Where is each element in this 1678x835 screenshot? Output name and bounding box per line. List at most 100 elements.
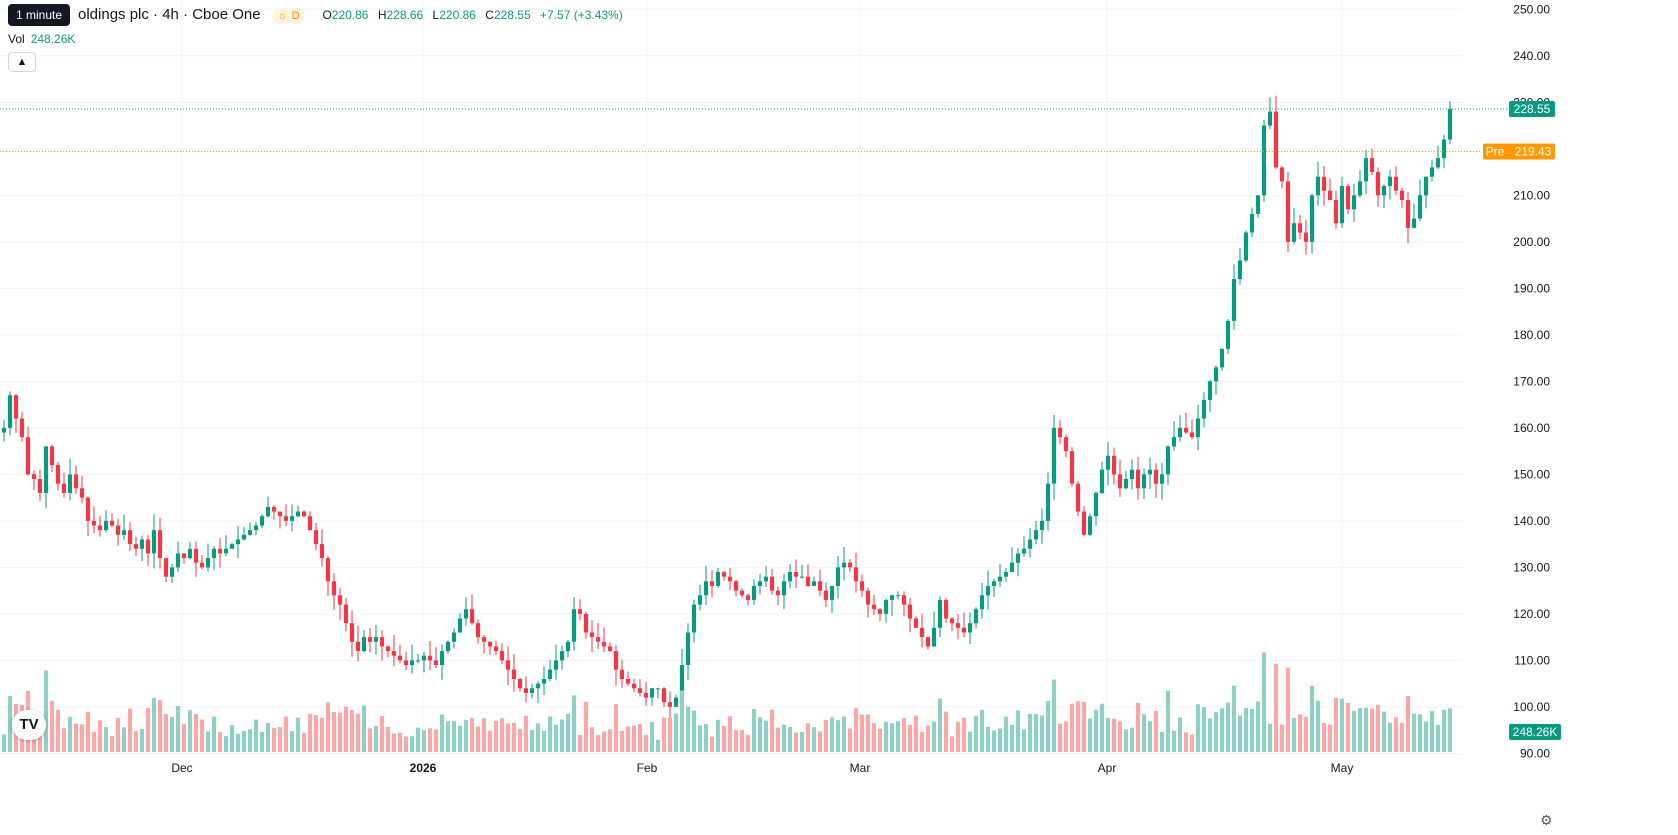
volume-bar <box>247 729 253 752</box>
candle-body <box>553 660 559 670</box>
volume-bar <box>433 729 439 752</box>
volume-bar <box>559 719 565 752</box>
volume-bar <box>469 718 475 752</box>
candle-body <box>229 544 235 549</box>
volume-bar <box>613 704 619 752</box>
volume-bar <box>1225 702 1231 752</box>
candle-body <box>1159 474 1165 484</box>
volume-bar <box>235 733 241 752</box>
volume-bar <box>937 698 943 752</box>
candle-body <box>1447 109 1453 140</box>
volume-bar <box>763 720 769 752</box>
candle-body <box>733 581 739 591</box>
volume-bar <box>145 708 151 752</box>
candle-body <box>475 623 481 638</box>
volume-bar <box>31 733 37 752</box>
volume-bar <box>1141 714 1147 752</box>
candle-body <box>223 548 229 554</box>
tradingview-logo-icon[interactable]: TV <box>12 710 46 740</box>
candle-body <box>307 516 313 531</box>
pre-label: Pre <box>1486 144 1505 158</box>
volume-bar <box>79 724 85 752</box>
candle-body <box>379 637 385 647</box>
candle-body <box>907 604 913 619</box>
candle-body <box>823 590 829 600</box>
candle-body <box>775 590 781 596</box>
gear-icon[interactable]: ⚙ <box>1540 812 1553 828</box>
candle-body <box>931 627 937 647</box>
volume-bar <box>751 709 757 752</box>
volume-bar <box>631 725 637 752</box>
volume-bar <box>121 727 127 752</box>
volume-bar <box>1435 725 1441 752</box>
candle-body <box>943 599 949 619</box>
volume-bar <box>835 720 841 752</box>
volume-bar <box>169 716 175 752</box>
x-tick-label: Feb <box>637 761 658 775</box>
candle-body <box>679 665 685 698</box>
last-price-label: 228.55 <box>1514 102 1551 116</box>
candle-body <box>685 632 691 666</box>
volume-bar <box>1447 708 1453 752</box>
y-tick-label: 190.00 <box>1513 281 1550 295</box>
volume-bar <box>385 726 391 752</box>
candle-body <box>877 609 883 614</box>
candle-body <box>1015 553 1021 563</box>
volume-bar <box>967 731 973 752</box>
candle-body <box>1315 176 1321 196</box>
candle-body <box>49 446 55 466</box>
candle-body <box>349 623 355 642</box>
candle-body <box>631 683 637 689</box>
candle-body <box>835 567 841 586</box>
candle-body <box>793 572 799 577</box>
candle-body <box>1147 469 1153 475</box>
candle-body <box>571 609 577 642</box>
symbol-title[interactable]: oldings plc · 4h · Cboe One <box>78 6 261 23</box>
volume-bar <box>7 695 13 752</box>
session-badge[interactable]: ☼ D <box>272 8 305 24</box>
candle-body <box>619 669 625 679</box>
candle-body <box>145 539 151 554</box>
volume-bar <box>979 710 985 752</box>
volume-bar <box>643 734 649 752</box>
candle-body <box>1231 279 1237 321</box>
candle-body <box>1117 474 1123 489</box>
candle-body <box>985 585 991 596</box>
symbol-legend: oldings plc · 4h · Cboe One ☼ D O220.86 H… <box>8 6 623 24</box>
candle-body <box>7 395 13 428</box>
volume-bar <box>727 716 733 752</box>
volume-bar <box>259 731 265 752</box>
volume-bar <box>1327 724 1333 752</box>
volume-bar <box>865 714 871 752</box>
candle-body <box>829 585 835 600</box>
volume-bar <box>793 732 799 752</box>
candle-body <box>211 548 217 559</box>
volume-bar <box>637 724 643 752</box>
chevron-up-icon: ▲ <box>16 56 28 68</box>
volume-bar <box>1153 711 1159 752</box>
candle-body <box>979 595 985 610</box>
candle-body <box>19 418 25 438</box>
collapse-legend-button[interactable]: ▲ <box>8 52 36 72</box>
candle-body <box>235 539 241 545</box>
candle-body <box>937 599 943 628</box>
volume-bar <box>487 730 493 752</box>
volume-bar <box>511 722 517 752</box>
candle-body <box>961 627 967 633</box>
candle-body <box>541 678 547 684</box>
candle-body <box>1255 195 1261 214</box>
volume-bar <box>355 713 361 752</box>
volume-bar <box>595 735 601 752</box>
candle-body <box>691 604 697 633</box>
candle-body <box>1 427 7 433</box>
volume-bar <box>289 731 295 752</box>
candle-body <box>1021 548 1027 554</box>
volume-bar <box>37 723 43 752</box>
volume-value: 248.26K <box>30 32 76 46</box>
candle-body <box>805 576 811 586</box>
candle-body <box>673 697 679 707</box>
volume-bar <box>349 710 355 752</box>
volume-bar <box>649 721 655 752</box>
candle-body <box>133 544 139 549</box>
